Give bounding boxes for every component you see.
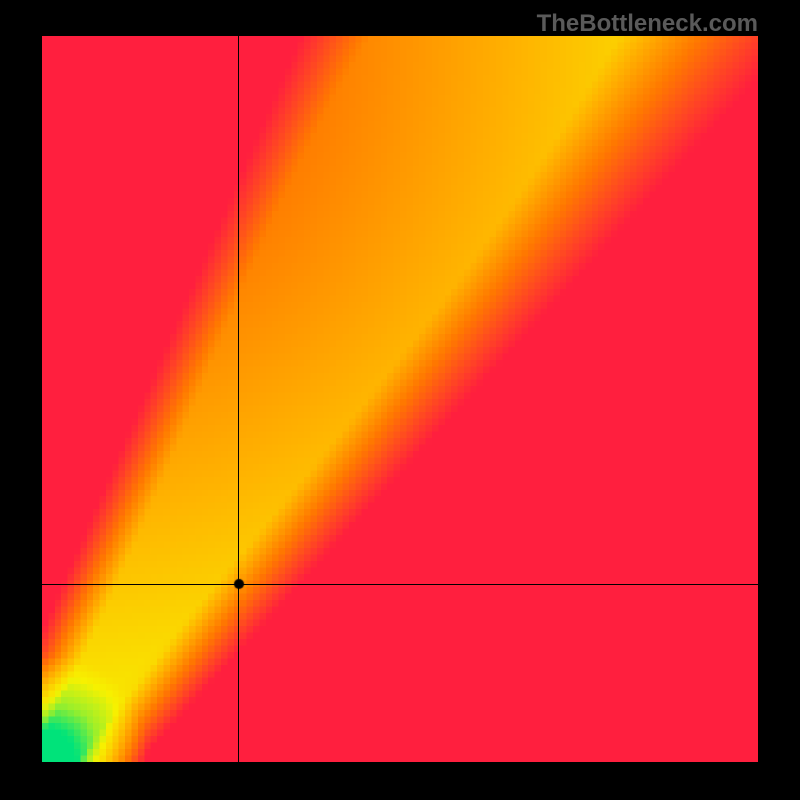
chart-container: TheBottleneck.com xyxy=(0,0,800,800)
crosshair-point xyxy=(232,577,246,591)
crosshair-vertical xyxy=(238,36,239,762)
crosshair-horizontal xyxy=(42,584,758,585)
bottleneck-heatmap xyxy=(42,36,758,762)
watermark-text: TheBottleneck.com xyxy=(537,10,758,38)
